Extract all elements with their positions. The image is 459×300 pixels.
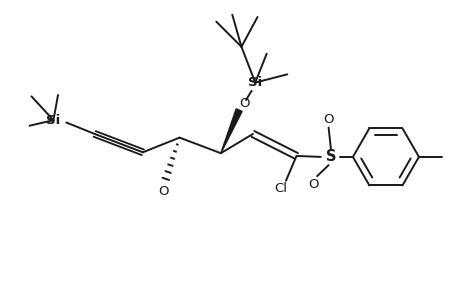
Polygon shape [220,109,241,153]
Text: Si: Si [247,76,262,89]
Text: O: O [323,113,333,126]
Text: O: O [158,185,168,198]
Text: Cl: Cl [274,182,286,196]
Text: O: O [308,178,318,191]
Text: O: O [239,97,249,110]
Text: Si: Si [46,114,61,127]
Text: S: S [325,149,336,164]
